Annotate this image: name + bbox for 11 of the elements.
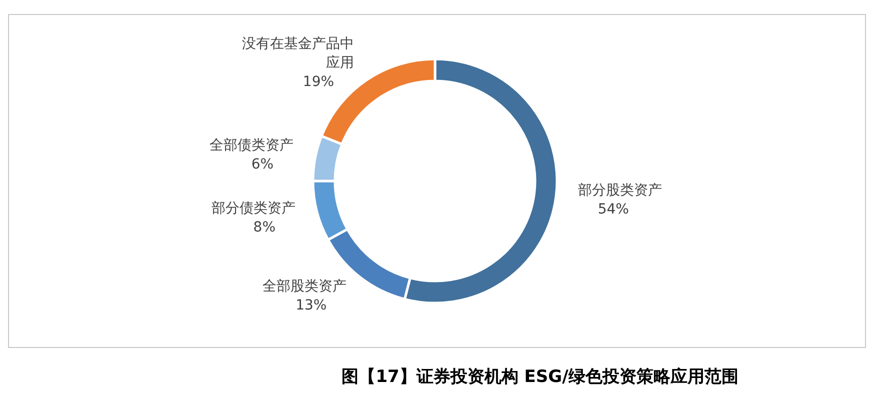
data-label: 54% — [598, 202, 629, 218]
data-label: 19% — [302, 74, 334, 90]
data-label: 6% — [251, 156, 274, 173]
slice-label: 没有在基金产品中应用 — [242, 36, 354, 71]
slice-label: 全部股类资产 — [262, 278, 347, 294]
text: 图【17】证券投资机构 ESG/绿色投资策略应用范围 — [342, 367, 738, 387]
slice-label: 部分股类资产 — [578, 182, 662, 199]
data-label: 13% — [296, 297, 327, 314]
data-label: 8% — [253, 219, 276, 236]
slice-label: 部分债类资产 — [212, 200, 296, 216]
slice-label: 全部债类资产 — [210, 138, 294, 154]
